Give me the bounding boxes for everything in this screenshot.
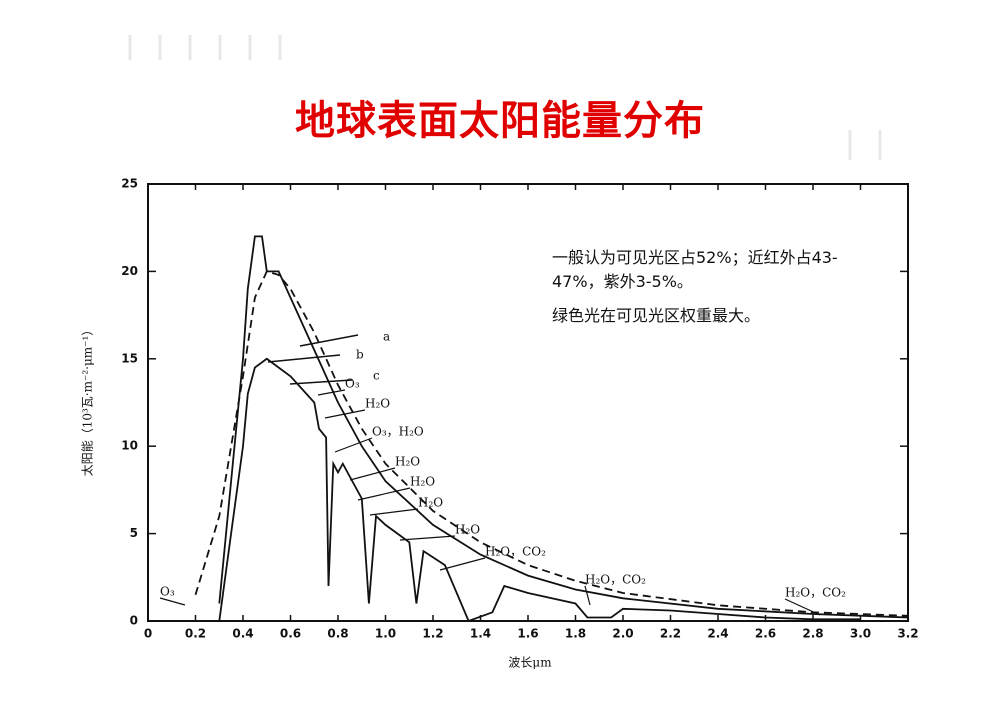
note: 绿色光在可见光区权重最大。	[552, 306, 761, 325]
series-line	[218, 235, 909, 619]
notes: 一般认为可见光区占52%；近红外占43-47%，紫外3-5%。 绿色光在可见光区…	[552, 246, 862, 338]
series-name: b	[356, 348, 364, 362]
x-tick-label: 1.2	[422, 627, 443, 641]
annotation: H₂O	[410, 475, 435, 489]
x-tick-label: 2.2	[660, 627, 681, 641]
x-axis-label: 波长μm	[508, 656, 552, 670]
annotation: H₂O	[455, 523, 480, 537]
x-tick-label: 0.2	[185, 627, 206, 641]
annotation: O₃	[160, 585, 175, 599]
x-tick-label: 1.0	[375, 627, 396, 641]
annotation: H₂O	[395, 455, 420, 469]
series-line	[218, 357, 861, 623]
annotation-leader	[439, 557, 486, 571]
annotation: H₂O	[365, 397, 390, 411]
leader-line	[289, 379, 353, 385]
annotation-leader	[369, 508, 419, 516]
y-tick-label: 20	[121, 264, 138, 278]
x-tick-label: 1.4	[470, 627, 491, 641]
annotation-leader	[324, 409, 366, 419]
x-tick-label: 1.6	[517, 627, 538, 641]
x-tick-label: 3.0	[850, 627, 871, 641]
x-tick-label: 2.8	[802, 627, 823, 641]
annotation-leader	[784, 598, 821, 616]
series-line	[194, 270, 909, 617]
background-decoration	[128, 35, 882, 160]
annotation: H₂O，CO₂	[785, 586, 846, 600]
y-tick-label: 5	[130, 526, 138, 540]
y-tick-label: 10	[121, 439, 138, 453]
x-tick-label: 0	[144, 627, 152, 641]
leader-line	[299, 334, 359, 347]
y-tick-label: 25	[121, 177, 138, 191]
annotation-leader	[159, 597, 186, 606]
annotation: H₂O，CO₂	[585, 573, 646, 587]
leader-line	[267, 354, 341, 363]
slide-title: 地球表面太阳能量分布	[295, 98, 705, 144]
annotation: O₃，H₂O	[372, 425, 424, 439]
x-tick-label: 2.6	[755, 627, 776, 641]
y-tick-label: 0	[130, 614, 138, 628]
x-tick-label: 3.2	[897, 627, 918, 641]
annotation: H₂O	[418, 496, 443, 510]
note: 一般认为可见光区占52%；近红外占43-47%，紫外3-5%。	[552, 248, 838, 291]
x-tick-label: 2.0	[612, 627, 633, 641]
x-tick-label: 1.8	[565, 627, 586, 641]
y-tick-label: 15	[121, 351, 138, 365]
annotation-leader	[399, 535, 456, 541]
series-name: a	[383, 330, 390, 344]
x-tick-label: 0.4	[232, 627, 253, 641]
annotation: O₃	[345, 377, 360, 391]
x-tick-label: 2.4	[707, 627, 728, 641]
annotation: H₂O，CO₂	[485, 545, 546, 559]
annotation-leader	[317, 389, 346, 396]
annotation-leader	[584, 585, 591, 606]
y-axis-label: 太阳能（10³瓦·m⁻²·μm⁻¹）	[80, 324, 95, 477]
x-tick-label: 0.8	[327, 627, 348, 641]
series-name: c	[373, 369, 380, 383]
annotation-leader	[334, 437, 373, 453]
annotation-leader	[349, 467, 396, 481]
x-tick-label: 0.6	[280, 627, 301, 641]
annotation-leader	[357, 487, 411, 501]
